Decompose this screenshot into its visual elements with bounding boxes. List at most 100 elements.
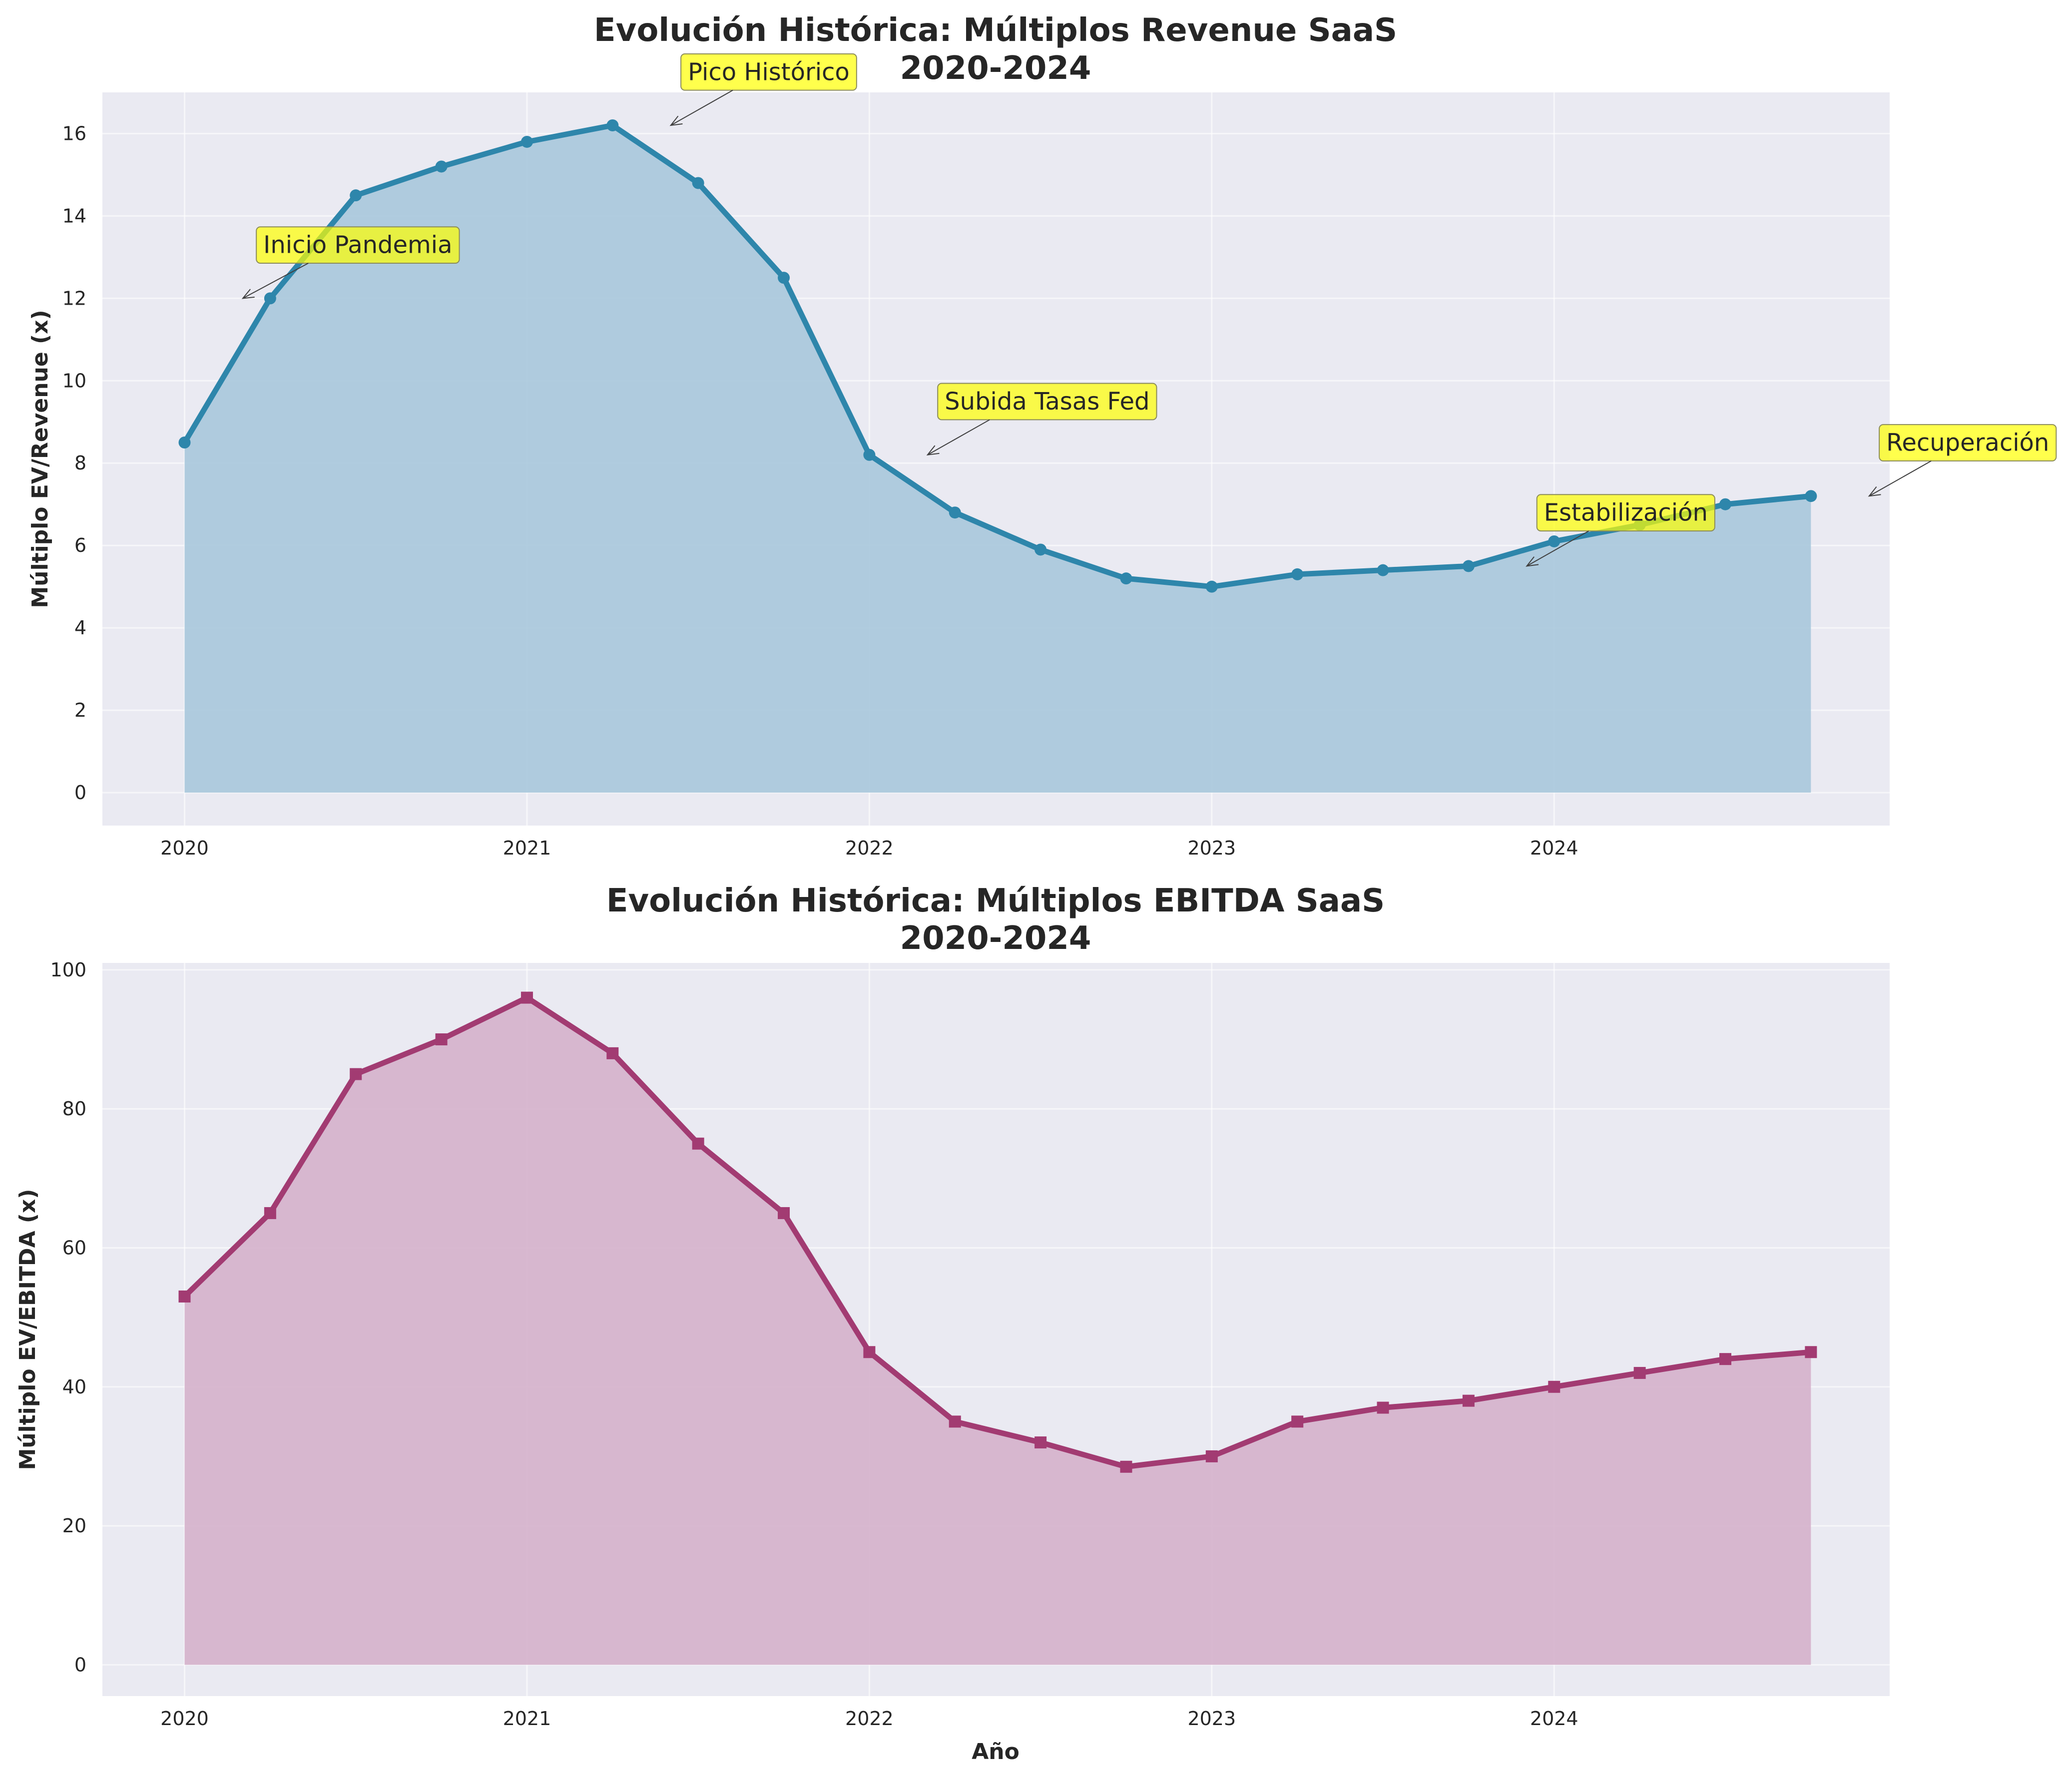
ebitda-data-point — [778, 1207, 790, 1219]
ebitda-y-tick-label: 0 — [74, 1654, 86, 1676]
revenue-chart: Evolución Histórica: Múltiplos Revenue S… — [27, 12, 2057, 859]
revenue-data-point — [778, 272, 790, 284]
annotation-label: Pico Histórico — [688, 58, 850, 86]
annotation-arrow — [1869, 460, 1932, 497]
revenue-y-axis-label: Múltiplo EV/Revenue (x) — [27, 310, 53, 608]
ebitda-y-tick-label: 100 — [50, 959, 86, 981]
revenue-x-tick-label: 2020 — [160, 837, 209, 859]
annotation-box — [1536, 494, 1715, 532]
revenue-data-point — [692, 177, 704, 189]
ebitda-area-fill — [184, 997, 1811, 1665]
revenue-data-point — [1120, 572, 1132, 585]
ebitda-data-point — [692, 1137, 704, 1150]
revenue-x-tick-label: 2021 — [503, 837, 551, 859]
revenue-data-point — [1205, 580, 1218, 593]
revenue-data-point — [350, 189, 362, 202]
revenue-data-point — [520, 135, 533, 148]
ebitda-data-point — [1035, 1436, 1047, 1449]
revenue-y-tick-label: 16 — [62, 122, 86, 144]
annotation-arrow — [927, 419, 990, 455]
annotation-label: Inicio Pandemia — [263, 231, 452, 259]
revenue-data-point — [1719, 498, 1731, 510]
annotation-arrow — [670, 89, 733, 126]
revenue-chart-title-line2: 2020-2024 — [900, 50, 1091, 87]
ebitda-x-tick-label: 2022 — [845, 1708, 894, 1730]
revenue-data-point — [863, 448, 876, 461]
revenue-annotations: Inicio Pandemia Pico Histórico Subida Tasa… — [241, 53, 2057, 567]
ebitda-x-tick-label: 2023 — [1187, 1708, 1236, 1730]
ebitda-data-point — [949, 1415, 961, 1428]
ebitda-data-point — [264, 1207, 276, 1219]
revenue-data-point — [606, 119, 619, 131]
annotation-label: Recuperación — [1886, 429, 2049, 457]
ebitda-data-point — [1377, 1401, 1389, 1414]
revenue-data-point — [1035, 543, 1047, 556]
revenue-data-point — [178, 437, 191, 449]
ebitda-y-tick-label: 60 — [62, 1237, 86, 1259]
revenue-data-point — [1805, 490, 1817, 502]
annotation-arrowhead — [1868, 486, 1881, 497]
ebitda-x-ticks: 2020 2021 2022 2023 2024 — [160, 1708, 1578, 1730]
ebitda-series-line — [182, 995, 1814, 1470]
ebitda-data-point — [1462, 1394, 1475, 1407]
annotation-label: Subida Tasas Fed — [945, 388, 1149, 416]
ebitda-x-tick-label: 2021 — [503, 1708, 551, 1730]
revenue-series-line — [182, 122, 1814, 590]
ebitda-data-point — [1633, 1366, 1646, 1379]
annotation: Inicio Pandemia — [241, 226, 460, 299]
revenue-y-tick-label: 8 — [74, 452, 86, 474]
ebitda-y-tick-label: 80 — [62, 1098, 86, 1120]
annotation-arrowhead — [926, 445, 940, 456]
ebitda-series — [178, 991, 1817, 1665]
ebitda-data-point — [350, 1068, 362, 1080]
revenue-y-tick-label: 2 — [74, 699, 86, 721]
revenue-y-tick-label: 0 — [74, 782, 86, 804]
ebitda-y-axis-label: Múltiplo EV/EBITDA (x) — [15, 1189, 40, 1470]
ebitda-data-point — [178, 1290, 191, 1303]
ebitda-data-point — [1291, 1415, 1304, 1428]
ebitda-data-point — [606, 1047, 619, 1059]
ebitda-data-point — [1120, 1460, 1132, 1473]
ebitda-data-point — [1548, 1380, 1560, 1393]
ebitda-data-point — [1205, 1450, 1218, 1462]
ebitda-y-tick-label: 40 — [62, 1376, 86, 1398]
ebitda-data-point — [863, 1346, 876, 1358]
revenue-y-tick-label: 4 — [74, 617, 86, 639]
revenue-x-tick-label: 2023 — [1187, 837, 1236, 859]
ebitda-data-point — [1719, 1353, 1731, 1365]
ebitda-y-tick-label: 20 — [62, 1515, 86, 1537]
revenue-series — [178, 119, 1817, 793]
annotation-box — [1879, 424, 2057, 461]
ebitda-chart: Evolución Histórica: Múltiplos EBITDA Sa… — [15, 883, 1890, 1765]
annotation-box — [680, 53, 857, 91]
ebitda-x-axis-label: Año — [972, 1739, 1020, 1765]
revenue-data-point — [949, 506, 961, 519]
revenue-x-tick-label: 2022 — [845, 837, 894, 859]
revenue-y-tick-label: 10 — [62, 370, 86, 392]
ebitda-data-point — [435, 1033, 448, 1046]
annotation-box — [256, 226, 460, 264]
revenue-chart-title-line1: Evolución Histórica: Múltiplos Revenue S… — [594, 12, 1397, 49]
revenue-data-point — [1548, 535, 1560, 547]
annotation: Pico Histórico — [669, 53, 857, 126]
revenue-y-ticks: 0 2 4 6 8 10 12 14 16 — [62, 122, 86, 804]
revenue-data-point — [1377, 564, 1389, 576]
annotation-arrow — [1526, 530, 1589, 567]
annotation-box — [937, 383, 1157, 421]
revenue-data-point — [1462, 560, 1475, 572]
revenue-y-tick-label: 12 — [62, 287, 86, 309]
annotation: Subida Tasas Fed — [926, 383, 1157, 456]
annotation-arrowhead — [241, 289, 255, 299]
annotation-label: Estabilización — [1544, 499, 1708, 527]
revenue-data-point — [264, 292, 276, 305]
annotation-arrowhead — [669, 115, 683, 126]
revenue-x-ticks: 2020 2021 2022 2023 2024 — [160, 837, 1578, 859]
revenue-y-tick-label: 14 — [62, 205, 86, 227]
ebitda-y-ticks: 0 20 40 60 80 100 — [50, 959, 86, 1676]
revenue-data-point — [435, 160, 448, 173]
ebitda-data-point — [1805, 1346, 1817, 1358]
annotation-arrow — [242, 263, 309, 299]
ebitda-data-point — [520, 991, 533, 1004]
annotation: Estabilización — [1526, 494, 1715, 567]
